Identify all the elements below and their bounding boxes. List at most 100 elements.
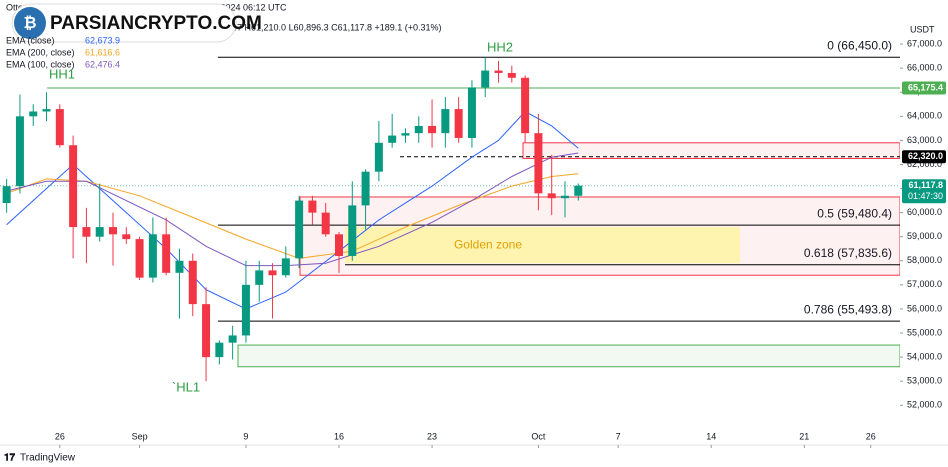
candle-body — [188, 260, 197, 305]
ema-last: 61,616.6 — [85, 47, 120, 57]
golden-zone-label: Golden zone — [454, 237, 522, 251]
candle-body — [560, 195, 569, 199]
candle-body — [295, 200, 304, 259]
x-tick-label: 21 — [799, 431, 809, 441]
candle-body — [507, 72, 516, 78]
candle-body — [255, 270, 264, 285]
x-tick-label: Oct — [531, 431, 546, 441]
x-tick-label: 23 — [427, 431, 437, 441]
x-tick-label: 16 — [334, 431, 344, 441]
candle-body — [55, 109, 64, 146]
candle-body — [361, 171, 370, 206]
x-tick-label: 14 — [706, 431, 716, 441]
candle-body — [202, 304, 211, 358]
ema-name: EMA (close) — [6, 35, 55, 45]
candle-body — [15, 116, 24, 187]
candle-body — [175, 260, 184, 273]
y-tick-label: 64,000.0 — [907, 111, 942, 121]
ema-line — [6, 110, 579, 310]
candle-body — [135, 239, 144, 278]
price-tag-label: 61,117.8 — [908, 180, 943, 190]
ema-name: EMA (200, close) — [6, 47, 75, 57]
watermark: PARSIANCRYPTO.COM — [50, 13, 262, 34]
x-tick-label: 26 — [55, 431, 65, 441]
annotation: HH1 — [49, 66, 75, 81]
price-tag-label: 65,175.4 — [908, 82, 943, 92]
candle-body — [534, 133, 543, 194]
price-tag — [902, 81, 946, 95]
ohlc: O60,928.7 H61,210.0 L60,896.3 C61,117.8 … — [200, 22, 442, 32]
price-tag-label: 62,320.0 — [908, 151, 943, 161]
candle-body — [388, 135, 397, 143]
candle-body — [108, 227, 117, 235]
golden-zone — [345, 227, 740, 264]
candle-body — [374, 142, 383, 172]
candle-body — [481, 70, 490, 88]
candle-body — [29, 111, 38, 117]
y-tick-label: 59,000.0 — [907, 231, 942, 241]
candle-body — [42, 109, 51, 112]
fib-label: 0.618 (57,835.6) — [804, 246, 892, 260]
y-tick-label: 58,000.0 — [907, 255, 942, 265]
candle-body — [148, 234, 157, 278]
y-tick-label: 55,000.0 — [907, 327, 942, 337]
candle-body — [281, 258, 290, 276]
y-tick-label: 53,000.0 — [907, 376, 942, 386]
candle-body — [122, 234, 131, 240]
fib-label: 0.786 (55,493.8) — [804, 302, 892, 316]
candle-body — [348, 205, 357, 256]
y-tick-label: 66,000.0 — [907, 63, 942, 73]
price-tag-countdown: 01:47:30 — [908, 191, 943, 201]
candle-body — [268, 270, 277, 276]
candle-body — [228, 335, 237, 343]
candle-body — [215, 342, 224, 358]
candle-body — [2, 186, 11, 203]
candle-body — [82, 227, 91, 237]
candle-body — [95, 227, 104, 237]
candle-body — [494, 70, 503, 73]
y-tick-label: 60,000.0 — [907, 207, 942, 217]
fib-label: 0.5 (59,480.4) — [817, 206, 892, 220]
candle-body — [521, 77, 530, 134]
y-tick-label: 67,000.0 — [907, 38, 942, 48]
ema-last: 62,673.9 — [85, 35, 120, 45]
candle-body — [467, 87, 476, 138]
y-tick-label: 52,000.0 — [907, 400, 942, 410]
candle-body — [241, 284, 250, 336]
candle-body — [454, 109, 463, 138]
candle-body — [401, 133, 410, 136]
plot-area: Golden zone — [0, 56, 900, 382]
zone-box — [522, 142, 900, 159]
candle-body — [321, 212, 330, 235]
footer: TradingView — [20, 453, 76, 464]
x-tick-label: 7 — [616, 431, 621, 441]
zone-box — [237, 344, 900, 368]
candle-body — [574, 185, 583, 196]
y-tick-label: 63,000.0 — [907, 135, 942, 145]
y-tick-label: 62,000.0 — [907, 159, 942, 169]
candle-body — [428, 125, 437, 134]
candle-body — [162, 234, 171, 273]
watermark-logo: ₿ PARSIANCRYPTO.COM — [11, 3, 262, 43]
x-tick-label: Sep — [132, 431, 148, 441]
x-tick-label: 26 — [866, 431, 876, 441]
candle-body — [414, 125, 423, 134]
footer-logo: 𝟏𝟕 TradingView — [4, 453, 76, 464]
candle-body — [334, 234, 343, 256]
ema-last: 62,476.4 — [85, 59, 120, 69]
annotation: `HL1 — [172, 379, 200, 394]
y-tick-label: 57,000.0 — [907, 279, 942, 289]
candle-body — [547, 193, 556, 199]
candle-body — [441, 109, 450, 134]
candle-body — [69, 145, 78, 228]
candle-body — [308, 200, 317, 213]
x-tick-label: 9 — [243, 431, 248, 441]
y-tick-label: 56,000.0 — [907, 303, 942, 313]
currency: USDT — [910, 24, 935, 34]
price-tag — [902, 179, 946, 204]
fib-label: 0 (66,450.0) — [827, 38, 892, 52]
svg-text:₿: ₿ — [23, 14, 36, 32]
svg-text:𝟏𝟕: 𝟏𝟕 — [4, 453, 16, 464]
ema-name: EMA (100, close) — [6, 59, 75, 69]
